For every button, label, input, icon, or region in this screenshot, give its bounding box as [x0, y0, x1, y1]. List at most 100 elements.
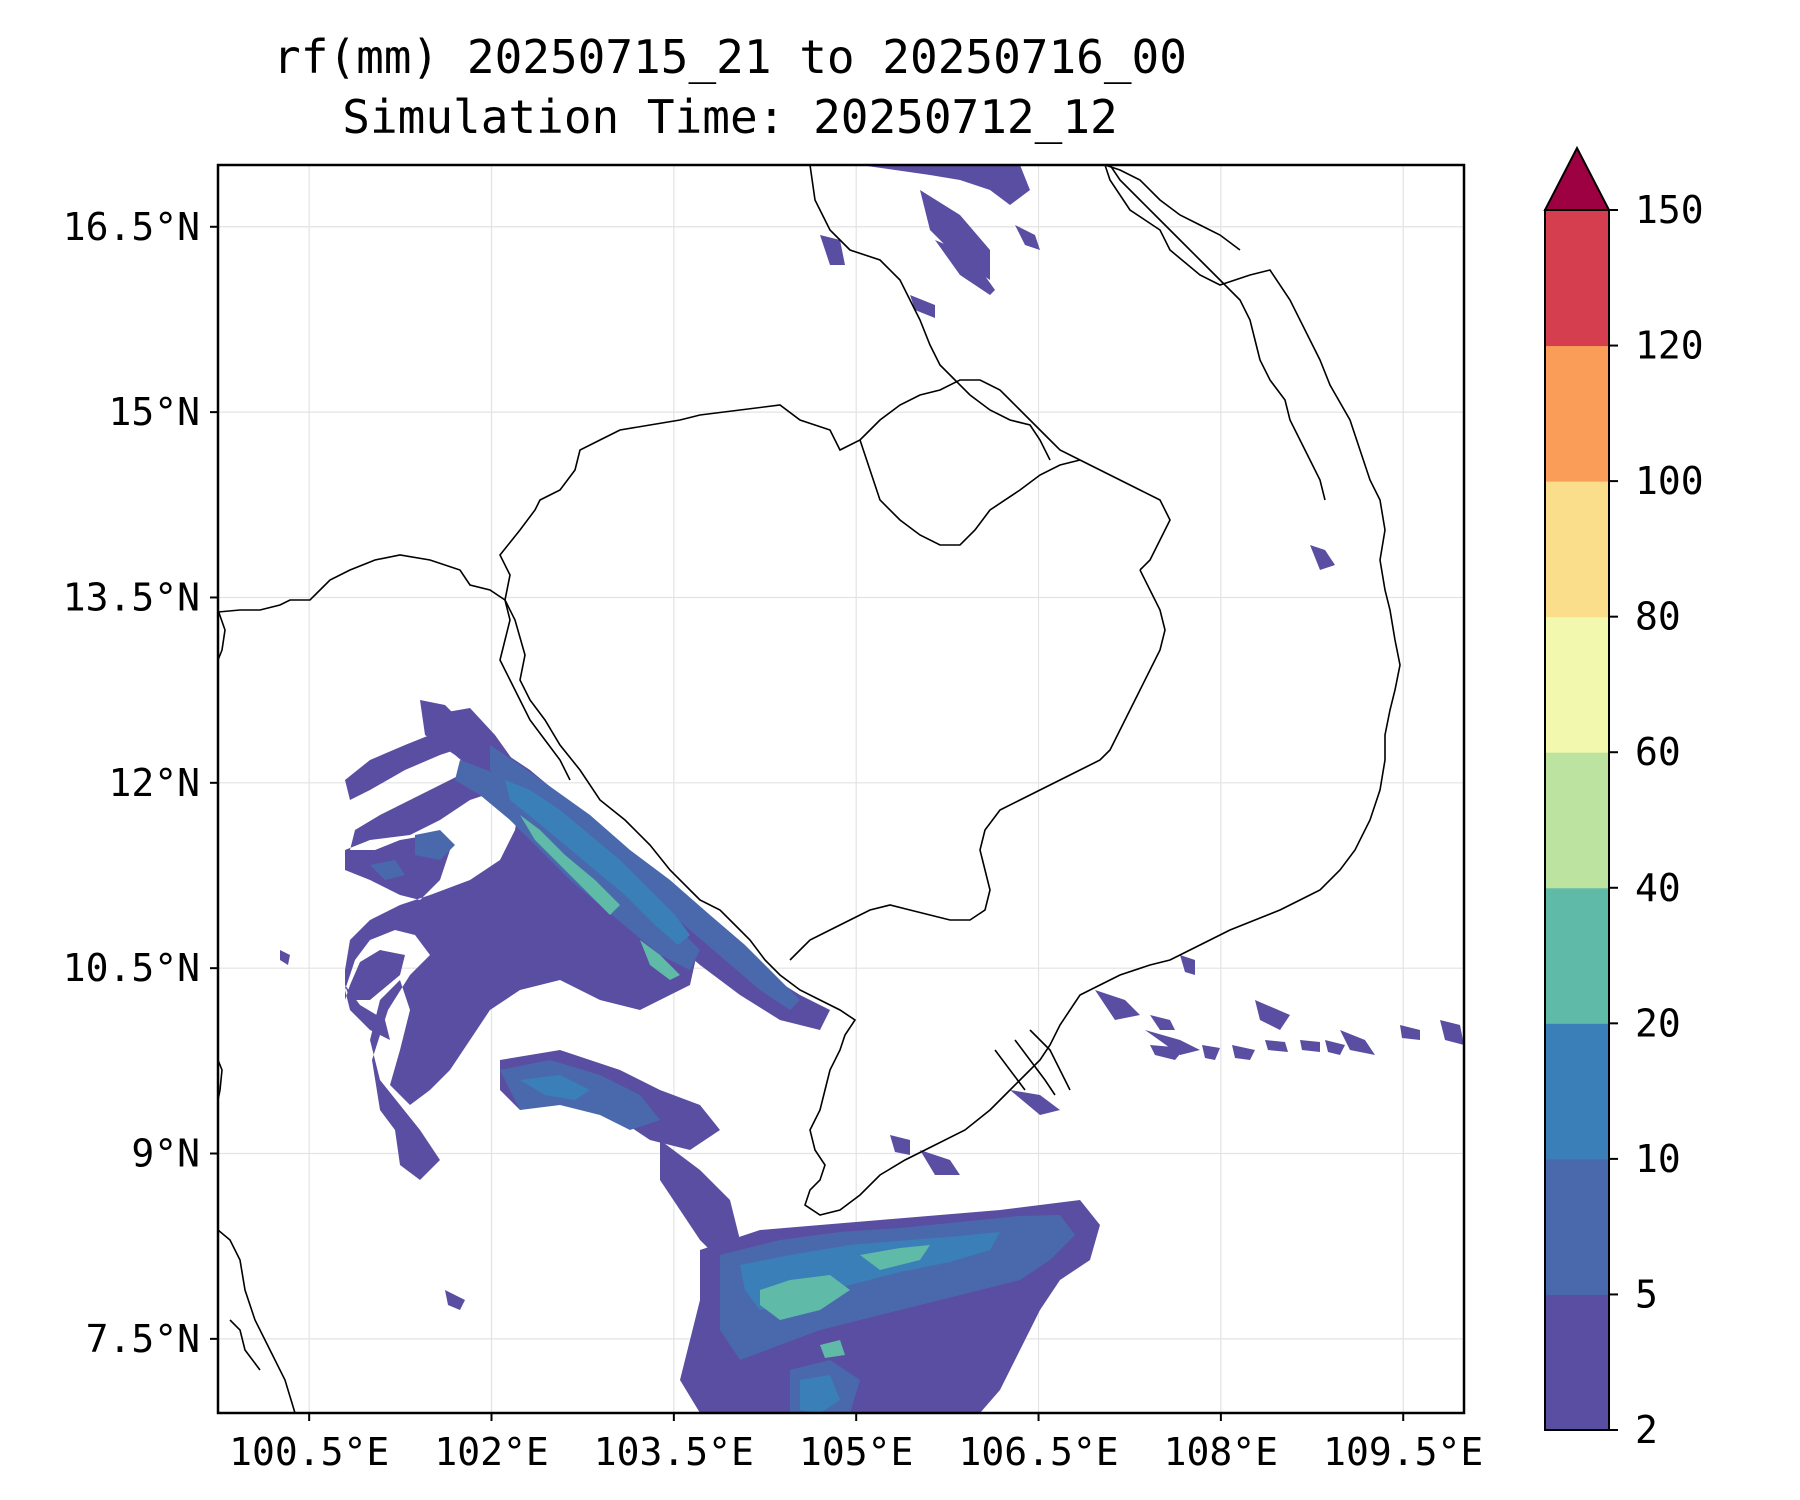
- y-tick-label: 9°N: [131, 1132, 200, 1176]
- rain-area-5-10-west-2: [370, 860, 405, 880]
- rain-area-east-10: [1490, 1025, 1510, 1040]
- colorbar-segment: [1545, 1294, 1609, 1431]
- rain-area-east-3: [1145, 1030, 1200, 1055]
- rain-area-20-40-gulf: [640, 940, 680, 980]
- colorbar-segment: [1545, 887, 1609, 1024]
- rain-area-east-2: [1095, 990, 1140, 1020]
- rain-area-10-20-south-2: [800, 1375, 840, 1413]
- rain-area-20-40-coast: [520, 815, 620, 915]
- rain-area-5-10-south: [720, 1215, 1075, 1360]
- west-coast-4: [218, 609, 226, 661]
- rain-area-east-12: [1202, 1045, 1220, 1060]
- map-subtitle: Simulation Time: 20250712_12: [342, 90, 1118, 144]
- colorbar-label: 150: [1635, 188, 1704, 232]
- colorbar-segment: [1545, 481, 1609, 618]
- mekong-delta-2: [1014, 1039, 1056, 1096]
- y-tick-label: 16.5°N: [63, 205, 200, 249]
- rain-area-coast-1: [1010, 1090, 1060, 1115]
- cambodia-border: [499, 379, 1171, 891]
- rain-area-east-11: [1150, 1045, 1185, 1060]
- rain-area-20-40-south: [760, 1275, 850, 1320]
- colorbar-label: 60: [1635, 730, 1681, 774]
- colorbar-label: 2: [1635, 1408, 1658, 1452]
- colorbar-label: 100: [1635, 459, 1704, 503]
- rain-area-east-16: [1325, 1040, 1345, 1055]
- y-tick-label: 10.5°N: [63, 946, 200, 990]
- laos-border: [809, 165, 1051, 461]
- colorbar-label: 5: [1635, 1272, 1658, 1316]
- rain-band-2-5: [280, 165, 1510, 1413]
- colorbar-segment: [1545, 752, 1609, 889]
- rain-area-east-14: [1265, 1040, 1288, 1052]
- x-tick-label: 102°E: [434, 1430, 548, 1474]
- y-tick-label: 12°N: [108, 761, 200, 805]
- y-tick-label: 13.5°N: [63, 575, 200, 619]
- colorbar-label: 120: [1635, 324, 1704, 368]
- colorbar-label: 10: [1635, 1137, 1681, 1181]
- gridlines: [218, 165, 1464, 1413]
- rain-area-north-4: [820, 235, 845, 265]
- rain-area-10-20-coast: [505, 780, 690, 945]
- colorbar-segment: [1545, 210, 1609, 347]
- y-tick-label: 7.5°N: [86, 1317, 200, 1361]
- rain-area-east-8: [1400, 1025, 1420, 1040]
- colorbar-segment: [1545, 616, 1609, 753]
- west-coast-1: [218, 1229, 296, 1413]
- rain-area-20-40-south-2: [860, 1245, 930, 1270]
- rain-area-east-7: [1340, 1030, 1375, 1055]
- map-title: rf(mm) 20250715_21 to 20250716_00: [273, 30, 1187, 84]
- rain-area-east-6: [1255, 1000, 1290, 1030]
- x-tick-label: 105°E: [799, 1430, 913, 1474]
- rain-area-5-10-coast: [490, 745, 800, 1010]
- y-axis-ticks: 16.5°N 15°N 13.5°N 12°N 10.5°N 9°N 7.5°N: [63, 205, 218, 1361]
- rain-band-5-10: [370, 745, 1075, 1413]
- rain-area-5-10-gulf: [455, 760, 700, 970]
- colorbar-label: 20: [1635, 1001, 1681, 1045]
- y-tick-label: 15°N: [108, 390, 200, 434]
- rain-area-east-9: [1440, 1020, 1464, 1045]
- rain-area-north-3: [935, 240, 995, 295]
- precipitation-contours: [280, 165, 1510, 1413]
- rain-area-20-40-south-3: [820, 1340, 845, 1358]
- colorbar-segment: [1545, 345, 1609, 482]
- laos-vietnam-border: [1109, 165, 1326, 501]
- vietnam-coastline: [689, 165, 1401, 1216]
- rain-area-north-6: [910, 295, 935, 318]
- mekong-delta-1: [1029, 1029, 1071, 1091]
- rain-area-south-west: [660, 1140, 740, 1260]
- rain-area-north-1: [860, 165, 1030, 205]
- rain-area-east-5: [1180, 955, 1195, 975]
- x-tick-label: 103.5°E: [594, 1430, 754, 1474]
- x-tick-label: 109.5°E: [1323, 1430, 1483, 1474]
- rain-area-coast-2: [920, 1150, 960, 1175]
- x-tick-label: 100.5°E: [229, 1430, 389, 1474]
- colorbar-segment: [1545, 1158, 1609, 1295]
- x-axis-ticks: 100.5°E 102°E 103.5°E 105°E 106.5°E 108°E 109.…: [229, 1413, 1483, 1474]
- rain-band-20-40: [520, 815, 930, 1358]
- rain-area-east-15: [1300, 1040, 1320, 1052]
- rain-area-east-4: [1150, 1015, 1175, 1030]
- colorbar-label: 40: [1635, 866, 1681, 910]
- rain-area-north-5: [1015, 225, 1040, 250]
- cambodia-vietnam-border: [859, 439, 1081, 546]
- south-vietnam-border: [789, 569, 1166, 961]
- mekong-delta-3: [994, 1049, 1026, 1091]
- thailand-cambodia-border: [218, 554, 506, 613]
- map-frame: [216, 163, 1466, 1415]
- x-tick-label: 106.5°E: [958, 1430, 1118, 1474]
- rain-area-coast-3: [890, 1135, 910, 1155]
- thailand-border-south: [499, 599, 571, 781]
- rain-area-east-1: [1310, 545, 1335, 570]
- rain-area-10-20-center: [520, 1075, 590, 1100]
- x-tick-label: 108°E: [1164, 1430, 1278, 1474]
- rain-area-north-2: [920, 190, 990, 280]
- coastlines-and-borders: [218, 165, 1401, 1413]
- rain-area-5-10-west: [415, 830, 455, 860]
- rain-area-gulf-west: [345, 708, 700, 1180]
- colorbar-segment: [1545, 1023, 1609, 1160]
- west-coast-2: [229, 1319, 261, 1371]
- colorbar-extend-arrow: [1543, 145, 1611, 211]
- rain-area-east-13: [1232, 1045, 1255, 1060]
- rain-area-west-2: [445, 1290, 465, 1310]
- colorbar: 2 5 10 20 40 60 80 100 120 150: [1543, 145, 1704, 1452]
